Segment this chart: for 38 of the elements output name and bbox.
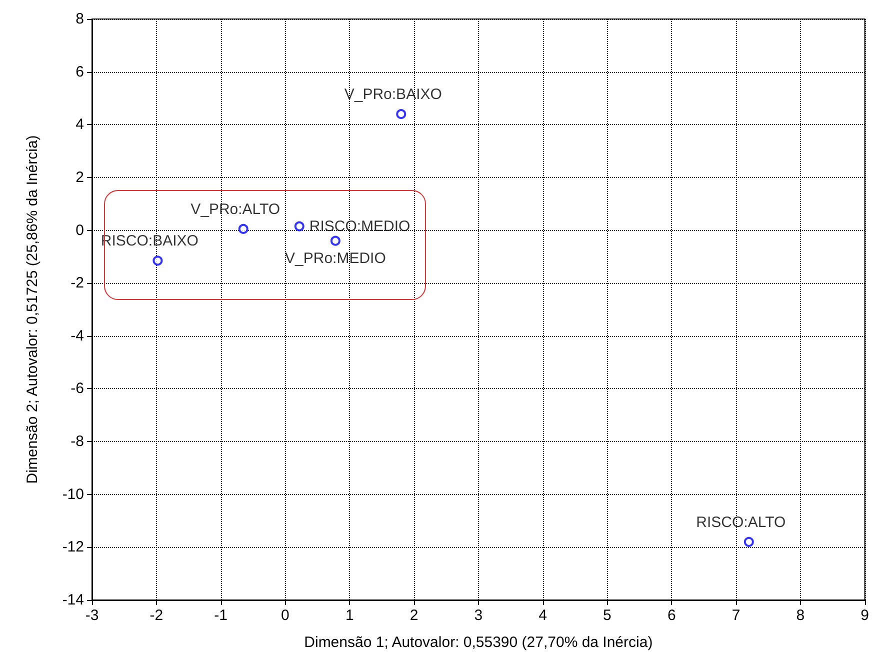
y-tick-label: -2 xyxy=(70,274,84,292)
x-tick-label: 7 xyxy=(732,607,740,624)
y-tick-label: 6 xyxy=(76,63,84,80)
point xyxy=(238,224,248,234)
y-tick-label: -6 xyxy=(70,380,84,398)
series-label: V_PRo:MEDIO xyxy=(285,250,386,267)
y-tick-label: 2 xyxy=(76,168,84,186)
point xyxy=(152,256,163,266)
point xyxy=(330,236,340,246)
x-tick-label: -2 xyxy=(150,607,164,624)
y-tick-label: -4 xyxy=(70,327,84,344)
series-label: V_PRo:ALTO xyxy=(190,200,280,218)
series-label: RISCO:ALTO xyxy=(696,514,786,531)
point xyxy=(744,536,754,547)
series-label: RISCO:MEDIO xyxy=(309,218,410,235)
y-tick-label: 0 xyxy=(76,222,84,239)
y-axis-title: Dimensão 2; Autovalor: 0,51725 (25,86% da Inércia) xyxy=(24,135,41,484)
x-tick-label: -1 xyxy=(214,607,228,624)
x-tick-label: 0 xyxy=(281,607,290,624)
x-axis-title: Dimensão 1; Autovalor: 0,55390 (27,70% da Inércia) xyxy=(304,634,653,651)
x-tick-label: 9 xyxy=(860,607,869,624)
x-tick-label: -3 xyxy=(85,607,99,624)
y-tick-label: -10 xyxy=(62,486,84,503)
x-tick-label: 6 xyxy=(667,607,676,624)
series-label: V_PRo:BAIXO xyxy=(344,86,442,104)
y-tick-label: 4 xyxy=(76,116,84,134)
x-tick-label: 4 xyxy=(538,607,547,624)
x-tick-label: 1 xyxy=(345,607,354,624)
x-tick-label: 2 xyxy=(410,607,418,624)
y-tick-label: 8 xyxy=(76,10,84,28)
point xyxy=(294,221,304,232)
y-tick-label: -8 xyxy=(70,433,84,450)
x-tick-label: 8 xyxy=(796,607,805,624)
y-tick-label: -12 xyxy=(62,538,84,556)
y-tick-label: -14 xyxy=(62,592,84,608)
x-tick-label: 3 xyxy=(474,607,483,624)
x-tick-label: 5 xyxy=(603,607,612,624)
point xyxy=(396,109,406,120)
